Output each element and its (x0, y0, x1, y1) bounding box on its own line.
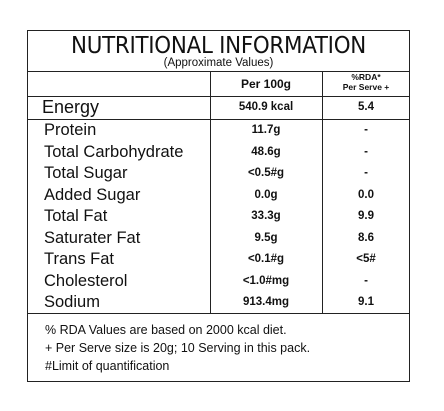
per100g-value: 540.9 kcal (238, 101, 294, 113)
nutrient-name: Total Carbohydrate (44, 143, 184, 161)
rda-value: 8.6 (358, 232, 374, 244)
nutrient-name: Energy (42, 97, 100, 117)
footnote-rda: % RDA Values are based on 2000 kcal diet… (45, 323, 287, 337)
per100g-value: 0.0g (254, 189, 278, 201)
rda-value: 5.4 (358, 101, 374, 113)
per100g-value: <1.0#mg (242, 275, 290, 287)
table-row-energy: Energy 540.9 kcal 5.4 (28, 96, 409, 118)
nutrition-label: NUTRITIONAL INFORMATION (Approximate Val… (27, 30, 410, 382)
per100g-value: 11.7g (251, 124, 281, 136)
table-row-added-sugar: Added Sugar 0.0g 0.0 (28, 184, 409, 206)
table-row-saturated-fat: Saturater Fat 9.5g 8.6 (28, 227, 409, 249)
rda-value: 0.0 (358, 189, 374, 201)
label-title: NUTRITIONAL INFORMATION (70, 33, 366, 59)
table-row-total-fat: Total Fat 33.3g 9.9 (28, 205, 409, 227)
column-divider-right (322, 71, 323, 313)
nutrient-name: Saturater Fat (44, 229, 141, 247)
footnotes: % RDA Values are based on 2000 kcal diet… (45, 321, 310, 375)
nutrient-name: Added Sugar (44, 186, 141, 204)
rda-value: - (364, 124, 368, 136)
nutrient-name: Trans Fat (44, 250, 114, 268)
table-row-total-carbohydrate: Total Carbohydrate 48.6g - (28, 141, 409, 163)
per100g-value: 33.3g (251, 210, 281, 222)
table-row-trans-fat: Trans Fat <0.1#g <5# (28, 248, 409, 270)
column-header-rda-line1: %RDA* (351, 72, 381, 82)
per100g-value: 48.6g (251, 146, 281, 158)
nutrient-name: Total Fat (44, 207, 108, 225)
nutrient-name: Protein (44, 121, 97, 139)
energy-divider (28, 119, 409, 120)
per100g-value: 913.4mg (242, 296, 290, 308)
footnote-serving: + Per Serve size is 20g; 10 Serving in t… (45, 341, 311, 355)
per100g-value: <0.5#g (247, 167, 285, 179)
rda-value: - (364, 167, 368, 179)
column-header-per100g: Per 100g (240, 77, 292, 91)
rda-value: - (364, 275, 368, 287)
table-row-total-sugar: Total Sugar <0.5#g - (28, 162, 409, 184)
table-row-sodium: Sodium 913.4mg 9.1 (28, 291, 409, 313)
column-header-rda-line2: Per Serve + (342, 81, 390, 92)
notes-divider (28, 313, 409, 314)
table-row-cholesterol: Cholesterol <1.0#mg - (28, 270, 409, 292)
rda-value: 9.9 (358, 210, 374, 222)
nutrient-name: Sodium (44, 293, 100, 311)
rda-value: 9.1 (358, 296, 374, 308)
rda-value: <5# (356, 253, 376, 265)
rda-value: - (364, 146, 368, 158)
footnote-limit: #Limit of quantification (45, 359, 170, 373)
column-header-rda: %RDA* Per Serve + (323, 72, 409, 92)
per100g-value: 9.5g (254, 232, 278, 244)
nutrient-name: Cholesterol (44, 272, 128, 290)
nutrient-name: Total Sugar (44, 164, 128, 182)
title-divider (28, 71, 409, 72)
per100g-value: <0.1#g (247, 253, 285, 265)
header-divider (28, 96, 409, 97)
column-divider-left (210, 71, 211, 313)
label-subtitle: (Approximate Values) (163, 57, 274, 69)
table-row-protein: Protein 11.7g - (28, 119, 409, 141)
